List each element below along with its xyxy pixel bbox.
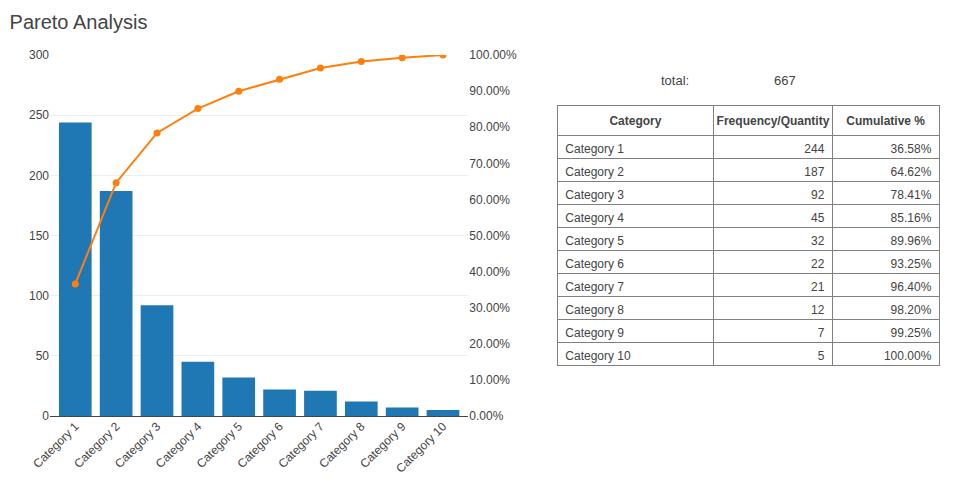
- svg-text:10.00%: 10.00%: [469, 373, 510, 387]
- svg-text:22: 22: [811, 257, 825, 271]
- svg-text:32: 32: [811, 234, 825, 248]
- svg-text:Frequency/Quantity: Frequency/Quantity: [717, 114, 830, 128]
- svg-text:Category 1: Category 1: [30, 419, 82, 471]
- svg-text:Category 1: Category 1: [565, 142, 624, 156]
- svg-text:150: 150: [29, 229, 49, 243]
- svg-text:99.25%: 99.25%: [891, 326, 932, 340]
- svg-text:Category 6: Category 6: [565, 257, 624, 271]
- svg-text:Category 10: Category 10: [393, 419, 449, 475]
- svg-text:Category 10: Category 10: [565, 349, 631, 363]
- svg-text:70.00%: 70.00%: [469, 157, 510, 171]
- svg-text:Category 7: Category 7: [275, 419, 327, 471]
- svg-text:5: 5: [818, 349, 825, 363]
- svg-text:50: 50: [36, 349, 50, 363]
- svg-text:total:: total:: [661, 73, 689, 88]
- svg-text:Category 2: Category 2: [71, 419, 123, 471]
- svg-text:12: 12: [811, 303, 825, 317]
- svg-text:60.00%: 60.00%: [469, 193, 510, 207]
- svg-text:Category 3: Category 3: [112, 419, 164, 471]
- svg-text:Category 3: Category 3: [565, 188, 624, 202]
- svg-text:Category 4: Category 4: [153, 419, 205, 471]
- svg-text:Cumulative %: Cumulative %: [846, 114, 925, 128]
- svg-text:667: 667: [774, 73, 796, 88]
- svg-text:100.00%: 100.00%: [884, 349, 932, 363]
- svg-text:Category 5: Category 5: [565, 234, 624, 248]
- svg-text:40.00%: 40.00%: [469, 265, 510, 279]
- svg-text:64.62%: 64.62%: [891, 165, 932, 179]
- svg-text:0.00%: 0.00%: [469, 409, 503, 423]
- svg-text:Category 6: Category 6: [235, 419, 287, 471]
- svg-text:89.96%: 89.96%: [891, 234, 932, 248]
- svg-text:0: 0: [42, 409, 49, 423]
- svg-text:187: 187: [804, 165, 824, 179]
- svg-text:Category 4: Category 4: [565, 211, 624, 225]
- svg-text:300: 300: [29, 48, 49, 62]
- svg-text:Pareto Analysis: Pareto Analysis: [10, 11, 148, 33]
- svg-text:Category 9: Category 9: [565, 326, 624, 340]
- svg-text:50.00%: 50.00%: [469, 229, 510, 243]
- svg-text:90.00%: 90.00%: [469, 84, 510, 98]
- svg-text:Category 8: Category 8: [316, 419, 368, 471]
- svg-text:45: 45: [811, 211, 825, 225]
- svg-text:Category 8: Category 8: [565, 303, 624, 317]
- svg-text:36.58%: 36.58%: [891, 142, 932, 156]
- svg-text:85.16%: 85.16%: [891, 211, 932, 225]
- svg-text:Category 7: Category 7: [565, 280, 624, 294]
- svg-text:30.00%: 30.00%: [469, 301, 510, 315]
- svg-text:93.25%: 93.25%: [891, 257, 932, 271]
- svg-text:98.20%: 98.20%: [891, 303, 932, 317]
- svg-text:21: 21: [811, 280, 825, 294]
- svg-text:100: 100: [29, 289, 49, 303]
- svg-text:Category: Category: [609, 114, 661, 128]
- svg-text:92: 92: [811, 188, 825, 202]
- svg-text:78.41%: 78.41%: [891, 188, 932, 202]
- svg-text:200: 200: [29, 169, 49, 183]
- svg-text:7: 7: [818, 326, 825, 340]
- svg-text:244: 244: [804, 142, 824, 156]
- svg-text:Category 2: Category 2: [565, 165, 624, 179]
- svg-text:Category 5: Category 5: [194, 419, 246, 471]
- svg-text:100.00%: 100.00%: [469, 48, 517, 62]
- svg-text:Category 9: Category 9: [357, 419, 409, 471]
- svg-text:20.00%: 20.00%: [469, 337, 510, 351]
- svg-text:96.40%: 96.40%: [891, 280, 932, 294]
- svg-text:250: 250: [29, 108, 49, 122]
- svg-text:80.00%: 80.00%: [469, 120, 510, 134]
